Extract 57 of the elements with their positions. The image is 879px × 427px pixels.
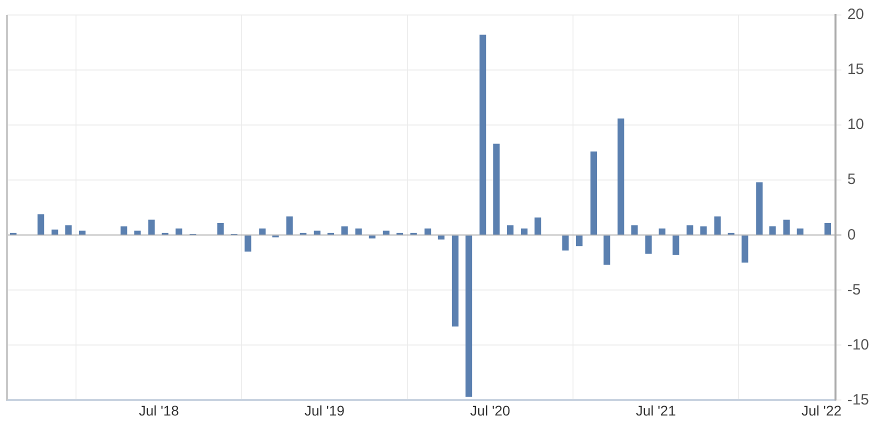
bar (604, 236, 610, 265)
y-tick-label: -15 (847, 391, 870, 408)
bar (756, 182, 763, 235)
bar (824, 223, 832, 235)
bar (796, 228, 804, 235)
bar (631, 225, 638, 235)
bar (259, 228, 266, 235)
bar (493, 144, 500, 235)
bar (78, 230, 86, 235)
bar (534, 218, 542, 235)
bar (120, 226, 128, 235)
x-tick-label: Jul '21 (636, 402, 676, 418)
bar (382, 230, 390, 235)
bar (244, 236, 252, 252)
y-tick-label: -5 (847, 281, 861, 298)
bar (480, 34, 486, 235)
bar (506, 225, 514, 235)
bar (65, 225, 72, 235)
bar (217, 223, 224, 235)
y-tick-label: 10 (847, 116, 864, 134)
bar (590, 151, 598, 235)
y-tick-label: 15 (847, 61, 864, 78)
bar (452, 236, 458, 326)
bar (52, 230, 58, 235)
bar (714, 216, 721, 235)
bar (355, 228, 362, 235)
x-tick-label: Jul '22 (802, 402, 842, 418)
bar (314, 230, 320, 235)
bar (38, 214, 44, 235)
x-tick-label: Jul '19 (304, 402, 345, 418)
bar (645, 236, 652, 254)
bar (438, 236, 444, 240)
bar (742, 236, 748, 263)
bar (520, 228, 528, 235)
bar (576, 236, 583, 246)
bar (286, 216, 293, 235)
bar (341, 226, 348, 235)
bar (424, 228, 432, 235)
bar (148, 220, 155, 235)
bar (562, 236, 569, 251)
x-tick-label: Jul '20 (470, 402, 510, 418)
y-tick-label: 5 (847, 171, 856, 188)
x-tick-label: Jul '18 (138, 402, 180, 418)
bar (176, 228, 182, 235)
y-tick-label: 0 (847, 226, 856, 244)
bar (466, 236, 472, 397)
bar (686, 225, 694, 235)
bar (700, 226, 707, 235)
bar (658, 228, 666, 235)
bar (618, 118, 624, 235)
bar (769, 226, 776, 235)
y-tick-label: -10 (847, 336, 870, 354)
bar (134, 230, 141, 235)
bar (672, 236, 680, 255)
bar (368, 236, 376, 238)
y-tick-label: 20 (847, 6, 864, 24)
bar (783, 220, 790, 235)
